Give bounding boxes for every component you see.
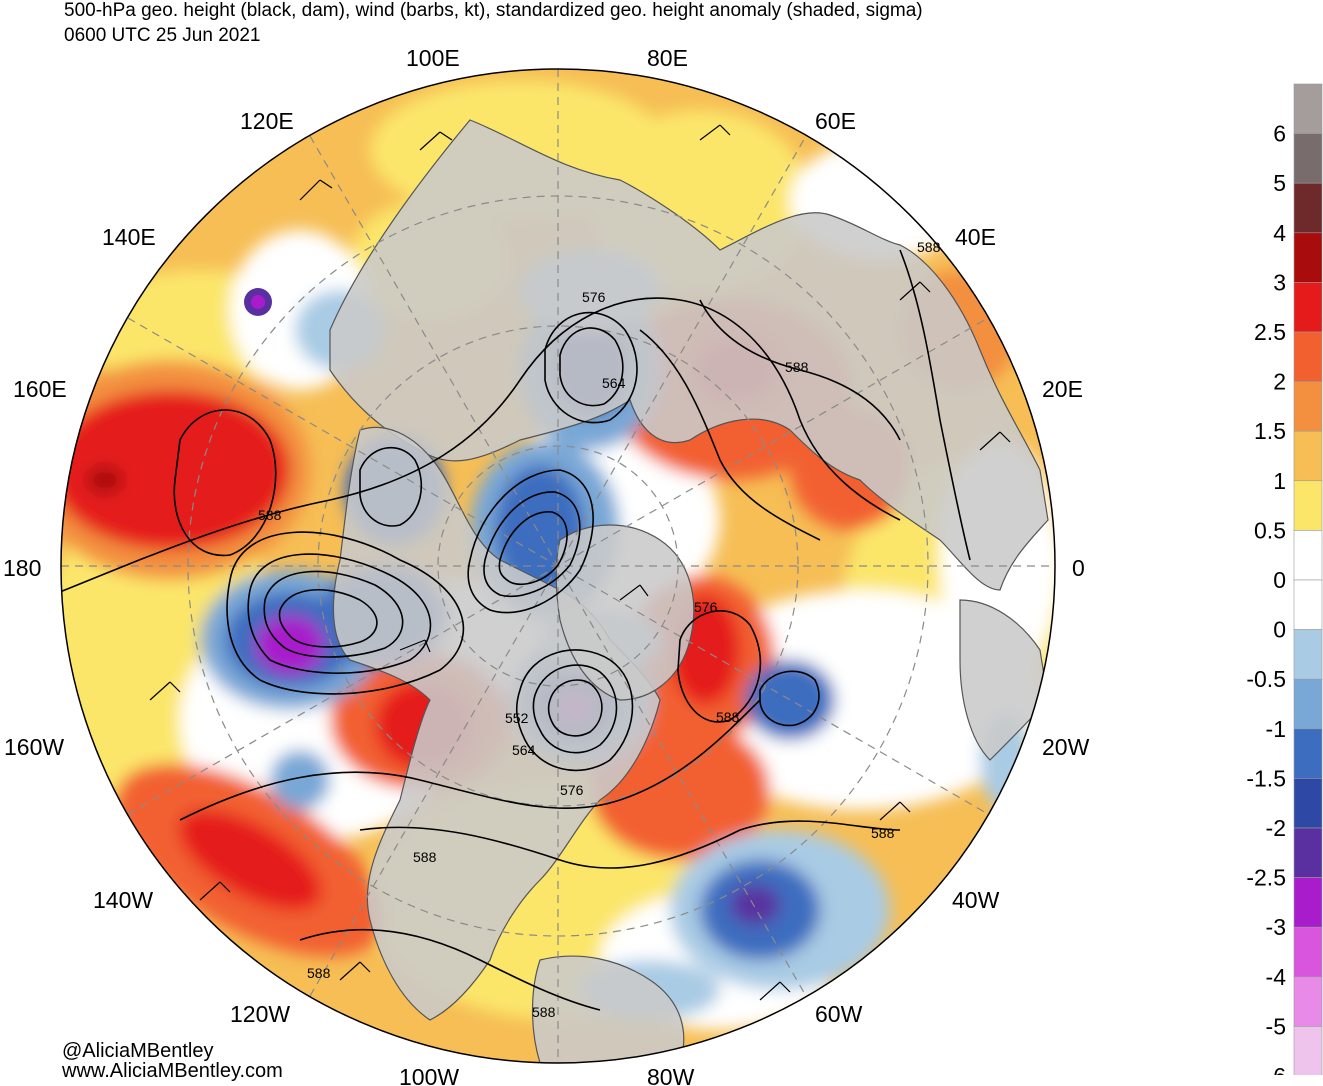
lon-label: 0 — [1072, 555, 1085, 581]
lon-label: 60W — [815, 1001, 863, 1027]
colorbar-swatch — [1293, 926, 1323, 978]
height-contours — [61, 249, 971, 1011]
lon-label: 80W — [647, 1064, 695, 1086]
lon-label: 60E — [815, 108, 856, 134]
colorbar-swatch — [1293, 827, 1323, 878]
colorbar-tick-label: 4 — [1273, 220, 1286, 246]
lon-label: 100E — [406, 45, 460, 71]
colorbar-tick-label: -1 — [1266, 716, 1286, 742]
lon-label: 160E — [13, 376, 67, 402]
colorbar-tick-label: -0.5 — [1246, 666, 1286, 692]
land-south-america — [531, 955, 685, 1063]
map-title: 500-hPa geo. height (black, dam), wind (… — [64, 0, 923, 21]
colorbar: 6 5 4 3 2.5 2 1.5 1 0.5 0 0 -0.5 -1 -1.5 -2 -2.5 -3 -4 -5 -… — [1246, 83, 1323, 1075]
contour-label: 588 — [413, 849, 437, 865]
colorbar-swatch — [1293, 182, 1323, 234]
colorbar-swatch — [1293, 480, 1323, 531]
colorbar-tick-label: 2.5 — [1254, 319, 1286, 345]
colorbar-swatch — [1293, 83, 1323, 134]
lon-label: 120E — [240, 108, 294, 134]
contour-label: 588 — [532, 1004, 556, 1020]
land-africa — [959, 599, 1049, 761]
colorbar-tick-label: 0 — [1273, 567, 1286, 593]
lon-label: 20W — [1042, 734, 1090, 760]
colorbar-swatch — [1293, 530, 1323, 581]
colorbar-tick-label: 0.5 — [1254, 517, 1286, 543]
lon-label: 20E — [1042, 376, 1083, 402]
contour-label: 588 — [258, 507, 282, 523]
contour-label: 588 — [785, 359, 809, 375]
colorbar-swatch — [1293, 232, 1323, 283]
contour-label: 564 — [512, 742, 536, 758]
colorbar-tick-label: -2 — [1266, 815, 1286, 841]
lon-label: 40W — [952, 887, 1000, 913]
wind-barbs — [149, 124, 1011, 1001]
lon-label: 100W — [399, 1064, 459, 1086]
colorbar-tick-label: 1.5 — [1254, 418, 1286, 444]
colorbar-swatch — [1293, 877, 1323, 928]
colorbar-swatch — [1293, 331, 1323, 382]
colorbar-swatch — [1293, 579, 1323, 630]
credit-twitter: @AliciaMBentley — [62, 1040, 214, 1062]
colorbar-tick-label: 0 — [1273, 617, 1286, 643]
colorbar-swatch — [1293, 728, 1323, 779]
land-masses — [329, 119, 1049, 1063]
colorbar-tick-label: -4 — [1266, 964, 1287, 990]
colorbar-tick-label: 1 — [1273, 468, 1286, 494]
colorbar-swatch — [1293, 1026, 1323, 1075]
colorbar-tick-label: 3 — [1273, 269, 1286, 295]
map-valid-time: 0600 UTC 25 Jun 2021 — [64, 25, 261, 46]
colorbar-swatch — [1293, 133, 1323, 184]
lon-label: 160W — [4, 734, 64, 760]
contour-label: 588 — [871, 825, 895, 841]
colorbar-swatches — [1293, 83, 1323, 1075]
colorbar-tick-label: 5 — [1273, 170, 1286, 196]
contour-label: 552 — [505, 710, 529, 726]
lon-label: 40E — [955, 224, 996, 250]
colorbar-swatch — [1293, 430, 1323, 482]
colorbar-tick-label: -1.5 — [1246, 765, 1286, 791]
land-eurasia — [329, 119, 1049, 591]
land-north-america — [332, 426, 661, 1021]
contour-label: 588 — [917, 239, 941, 255]
colorbar-tick-labels: 6 5 4 3 2.5 2 1.5 1 0.5 0 0 -0.5 -1 -1.5 -2 -2.5 -3 -4 -5 -… — [1246, 121, 1286, 1075]
anomaly-core-pacific — [251, 295, 265, 309]
colorbar-swatch — [1293, 778, 1323, 829]
lon-label: 140E — [102, 224, 156, 250]
colorbar-swatch — [1293, 976, 1323, 1027]
lon-label: 80E — [647, 45, 688, 71]
colorbar-swatch — [1293, 678, 1323, 730]
lon-label: 180 — [3, 555, 41, 581]
colorbar-swatch — [1293, 282, 1323, 333]
contour-label: 588 — [716, 709, 740, 725]
colorbar-tick-label: -6 — [1266, 1063, 1286, 1075]
map-boundary — [60, 68, 1056, 1064]
contour-label: 588 — [307, 965, 331, 981]
colorbar-tick-label: -2.5 — [1246, 865, 1286, 891]
lon-label: 120W — [230, 1001, 290, 1027]
colorbar-tick-label: 6 — [1273, 121, 1286, 147]
colorbar-swatch — [1293, 381, 1323, 432]
land-greenland — [555, 524, 695, 701]
colorbar-tick-label: 2 — [1273, 369, 1286, 395]
lon-label: 140W — [93, 887, 153, 913]
colorbar-tick-label: -5 — [1266, 1013, 1286, 1039]
contour-label: 564 — [602, 375, 626, 391]
contour-labels: 576 564 588 588 588 576 588 552 564 576 … — [258, 239, 941, 1020]
contour-label: 576 — [560, 782, 584, 798]
colorbar-tick-label: -3 — [1266, 914, 1286, 940]
credit-website: www.AliciaMBentley.com — [62, 1060, 283, 1082]
contour-label: 576 — [694, 599, 718, 615]
contour-label: 576 — [582, 289, 606, 305]
longitude-labels: 100E 80E 120E 60E 140E 40E 160E 20E 180 … — [3, 45, 1090, 1086]
colorbar-swatch — [1293, 629, 1323, 680]
